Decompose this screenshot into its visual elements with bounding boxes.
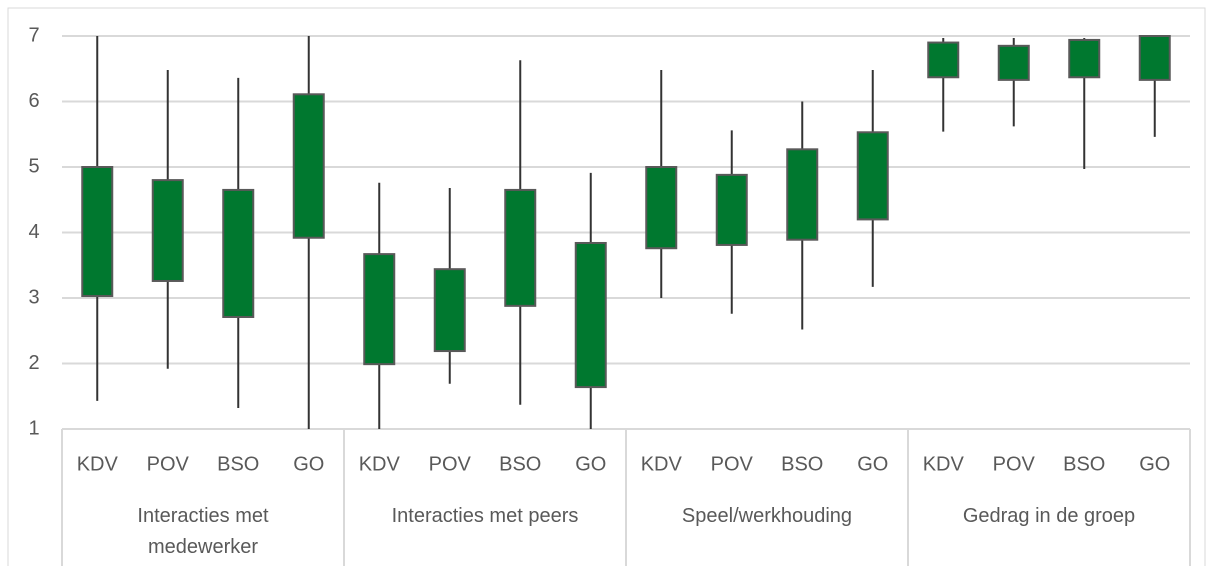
x-tick-label: KDV — [359, 453, 401, 475]
x-tick-label: GO — [575, 453, 606, 475]
box — [574, 241, 607, 389]
box — [1068, 38, 1101, 79]
x-tick-label: KDV — [923, 453, 965, 475]
x-tick-label: GO — [293, 453, 324, 475]
y-tick-label: 5 — [28, 155, 39, 177]
box — [856, 131, 889, 221]
x-tick-label: BSO — [499, 453, 541, 475]
box — [1138, 35, 1171, 81]
x-tick-label: KDV — [77, 453, 119, 475]
group-label: Gedrag in de groep — [962, 505, 1136, 527]
box — [997, 44, 1030, 81]
box — [151, 179, 184, 282]
box — [292, 93, 325, 239]
x-tick-label: BSO — [781, 453, 823, 475]
y-tick-label: 3 — [28, 286, 39, 308]
x-tick-label: BSO — [1063, 453, 1105, 475]
y-tick-label: 4 — [28, 221, 39, 243]
x-tick-label: BSO — [217, 453, 259, 475]
y-tick-label: 6 — [28, 90, 39, 112]
box — [81, 166, 114, 298]
x-tick-label: POV — [147, 453, 190, 475]
group-label: Interacties met medewerker — [137, 505, 269, 558]
x-tick-label: POV — [429, 453, 472, 475]
x-tick-label: POV — [711, 453, 754, 475]
x-tick-label: GO — [1139, 453, 1170, 475]
x-tick-label: GO — [857, 453, 888, 475]
box — [927, 41, 960, 79]
chart-border — [7, 7, 1206, 566]
box — [645, 166, 678, 250]
group-label: Speel/werkhouding — [681, 505, 853, 527]
y-tick-label: 1 — [28, 417, 39, 439]
box — [715, 173, 748, 246]
x-tick-label: POV — [993, 453, 1036, 475]
box — [363, 253, 396, 366]
box — [222, 188, 255, 318]
group-label: Interacties met peers — [391, 505, 579, 527]
y-tick-label: 2 — [28, 352, 39, 374]
box — [504, 188, 537, 307]
box — [786, 148, 819, 241]
y-tick-label: 7 — [28, 24, 39, 46]
box — [433, 268, 466, 353]
x-tick-label: KDV — [641, 453, 683, 475]
